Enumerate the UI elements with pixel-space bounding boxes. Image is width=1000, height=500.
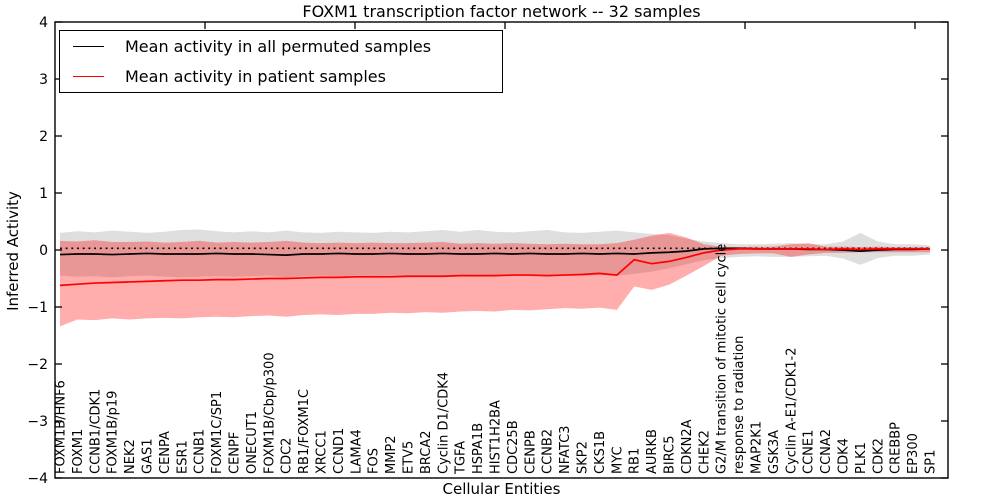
x-category-label: GAS1 (141, 439, 156, 475)
legend-item-patient: Mean activity in patient samples (60, 62, 502, 90)
x-category-label: CKS1B (593, 431, 608, 474)
x-category-label: BIRC5 (663, 436, 678, 475)
x-category-label: HSPA1B (471, 423, 486, 474)
legend-line-permuted-icon (73, 46, 104, 48)
x-category-label: CDK4 (837, 438, 852, 474)
y-tick-label: 2 (39, 129, 48, 145)
x-category-label: MMP2 (384, 435, 399, 474)
x-category-label: response to radiation (732, 336, 747, 474)
y-tick-label: 1 (39, 186, 48, 202)
x-category-label: SKP2 (576, 441, 591, 474)
x-category-label: CENPB (523, 430, 538, 474)
y-tick-label: −2 (27, 357, 48, 373)
x-category-label: SP1 (924, 450, 939, 474)
legend-item-permuted: Mean activity in all permuted samples (60, 33, 502, 61)
x-category-label: GSK3A (767, 430, 782, 474)
x-category-label: Cyclin A-E1/CDK1-2 (784, 347, 799, 474)
patient-mean-line (59, 248, 930, 287)
x-category-label: CDC25B (506, 420, 521, 474)
x-category-label: NFATC3 (558, 426, 573, 474)
x-category-label: CDC2 (280, 438, 295, 474)
x-category-label: MAP2K1 (750, 421, 765, 474)
y-tick-label: −3 (27, 414, 48, 430)
x-category-label: CCND1 (332, 428, 347, 474)
y-axis-label: Inferred Activity (4, 191, 22, 311)
y-tick-label: 3 (39, 72, 48, 88)
x-category-label: LAMA4 (349, 429, 364, 474)
x-category-label: FOS (367, 448, 382, 474)
x-category-label: CENPF (228, 432, 243, 474)
x-axis-label: Cellular Entities (442, 480, 561, 498)
legend-line-patient-icon (73, 75, 104, 77)
x-category-label: TGFA (454, 441, 469, 475)
x-category-label: ETV5 (402, 441, 417, 474)
x-category-label: CCNA2 (819, 429, 834, 474)
x-category-label: MYC (610, 446, 625, 474)
x-category-label: PLK1 (854, 442, 869, 474)
x-category-label: EP300 (906, 433, 921, 474)
x-category-label: FOXM1C/SP1 (210, 391, 225, 474)
x-category-label: XRCC1 (315, 430, 330, 474)
y-tick-label: 0 (39, 243, 48, 259)
x-category-label: CENPA (158, 431, 173, 474)
x-category-label: RB1/FOXM1C (297, 389, 312, 474)
x-category-label: FOXM1B/Cbp/p300 (262, 352, 277, 474)
x-category-label: CREBBP (889, 422, 904, 474)
x-category-label: AURKB (645, 429, 660, 474)
chart-title: FOXM1 transcription factor network -- 32… (302, 2, 701, 21)
legend-label-permuted: Mean activity in all permuted samples (125, 37, 432, 57)
legend-label-patient: Mean activity in patient samples (125, 66, 386, 86)
x-category-label: BRCA2 (419, 430, 434, 474)
x-category-label: G2/M transition of mitotic cell cycle (715, 244, 730, 474)
y-tick-label: −4 (27, 471, 48, 487)
y-tick-label: 4 (39, 15, 48, 31)
x-category-label: CCNB2 (541, 429, 556, 474)
x-category-label: FOXM1 (71, 429, 86, 474)
x-category-label: RB1 (628, 448, 643, 474)
x-category-label: FOXM1B/HNF6 (54, 380, 69, 474)
x-category-label: CCNE1 (802, 430, 817, 474)
x-category-label: ONECUT1 (245, 411, 260, 474)
x-category-label: CDKN2A (680, 419, 695, 474)
x-category-label: HIST1H2BA (489, 400, 504, 474)
x-category-label: NEK2 (123, 439, 138, 474)
x-category-label: FOXM1B/p19 (106, 391, 121, 474)
y-tick-label: −1 (27, 300, 48, 316)
patient-range-band (60, 232, 930, 327)
x-category-label: CDK2 (871, 438, 886, 474)
x-category-label: Cyclin D1/CDK4 (436, 372, 451, 474)
x-category-label: CHEK2 (697, 430, 712, 474)
legend: Mean activity in all permuted samples Me… (59, 30, 503, 93)
x-category-label: CCNB1/CDK1 (88, 389, 103, 474)
x-category-label: CCNB1 (193, 429, 208, 474)
x-category-label: ESR1 (175, 440, 190, 474)
